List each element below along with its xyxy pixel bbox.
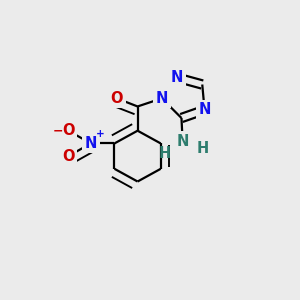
Text: +: + [95, 129, 104, 139]
Text: N: N [156, 91, 168, 106]
Text: O: O [62, 123, 74, 138]
Text: −: − [53, 124, 63, 137]
Text: N: N [176, 134, 189, 148]
Text: O: O [62, 148, 74, 164]
Text: H: H [197, 141, 209, 156]
Text: O: O [110, 91, 123, 106]
Text: N: N [171, 70, 183, 85]
Text: N: N [198, 102, 211, 117]
Text: N: N [85, 136, 97, 151]
Text: H: H [158, 146, 171, 161]
